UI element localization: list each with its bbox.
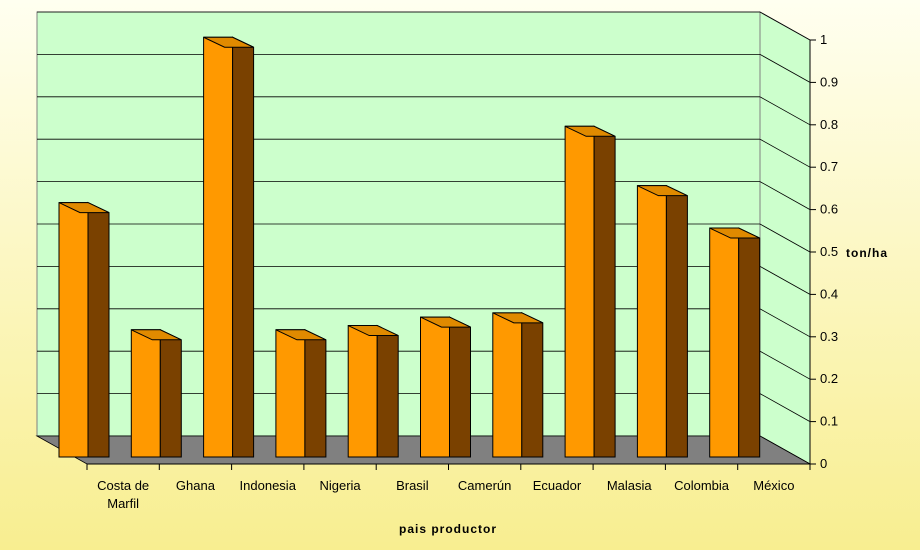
bar-top — [492, 312, 544, 324]
y-tick-label: 0.8 — [820, 117, 838, 132]
y-tick-label: 0.1 — [820, 414, 838, 429]
y-tick-label: 1 — [820, 32, 827, 47]
y-tick-label: 0.4 — [820, 286, 838, 301]
bar-side — [87, 201, 110, 458]
bar-front — [347, 325, 378, 458]
bar — [203, 36, 255, 458]
bar-top — [203, 36, 254, 48]
gridline-side — [759, 96, 811, 126]
bar-side — [521, 312, 544, 458]
x-tick-label: Brasil — [396, 478, 429, 493]
bar-top — [347, 325, 399, 337]
x-tick-label: Costa de — [97, 478, 149, 493]
bar-side — [665, 184, 688, 458]
bar-front — [203, 36, 234, 458]
x-tick-label: Malasia — [607, 478, 653, 493]
y-tick-label: 0.2 — [820, 371, 838, 386]
bar — [347, 324, 399, 458]
bar-top — [564, 125, 616, 137]
bar — [636, 184, 688, 458]
bar-front — [130, 329, 161, 458]
x-tick-label: Colombia — [674, 478, 730, 493]
x-axis: Costa de Marfil Ghana Indonesia Nigeria Brasi… — [86, 463, 811, 511]
bar-front — [709, 227, 740, 458]
bar — [275, 329, 327, 458]
x-tick-label: Indonesia — [240, 478, 297, 493]
x-tick-label: Nigeria — [319, 478, 361, 493]
bar-side — [593, 125, 616, 458]
gridline-side — [759, 308, 811, 338]
gridline-side — [759, 11, 811, 41]
bar — [58, 201, 110, 458]
bar-front — [275, 329, 306, 458]
bar-front — [492, 312, 523, 458]
bar-top — [420, 316, 471, 328]
y-tick-label: 0 — [820, 456, 827, 471]
bar-front — [636, 185, 667, 458]
y-tick-label: 0.5 — [820, 244, 838, 259]
bar — [564, 125, 616, 458]
x-tick-label: México — [753, 478, 794, 493]
y-tick-label: 0.7 — [820, 159, 838, 174]
bar-side — [449, 316, 471, 458]
y-axis-title: ton/ha — [846, 246, 888, 260]
gridline-side — [759, 181, 811, 210]
bar-front — [564, 125, 595, 458]
bar-side — [159, 329, 182, 458]
gridline-side — [759, 54, 811, 83]
bars — [58, 36, 761, 458]
bar — [420, 316, 471, 458]
x-tick-label: Ecuador — [533, 478, 582, 493]
bar-top — [275, 329, 327, 341]
bar-top — [709, 227, 760, 239]
y-axis: 0 0.1 0.2 0.3 0.4 0.5 0.6 0.7 0.8 0.9 1 — [809, 32, 838, 471]
bar-side — [304, 329, 327, 458]
gridline-side — [759, 138, 811, 168]
y-tick-label: 0.9 — [820, 74, 838, 89]
gridline-side — [759, 350, 811, 380]
gridline-side — [759, 393, 811, 422]
bar-top — [58, 202, 110, 214]
bar-front — [58, 202, 89, 458]
bar — [709, 227, 761, 458]
y-tick-label: 0.6 — [820, 202, 838, 217]
x-tick-label: Camerún — [458, 478, 511, 493]
bar — [130, 329, 182, 458]
bar-side — [376, 324, 399, 458]
bar-side — [232, 36, 255, 458]
bar-top — [637, 185, 688, 197]
x-axis-title: pais productor — [399, 522, 497, 536]
bar — [492, 312, 544, 458]
y-tick-label: 0.3 — [820, 329, 838, 344]
gridline-side — [759, 266, 811, 295]
bar-front — [420, 316, 450, 458]
x-tick-label: Ghana — [176, 478, 216, 493]
bar-top — [131, 329, 182, 341]
x-tick-label: Marfil — [107, 496, 139, 511]
bar-side — [738, 227, 761, 458]
gridline-side — [759, 223, 811, 253]
